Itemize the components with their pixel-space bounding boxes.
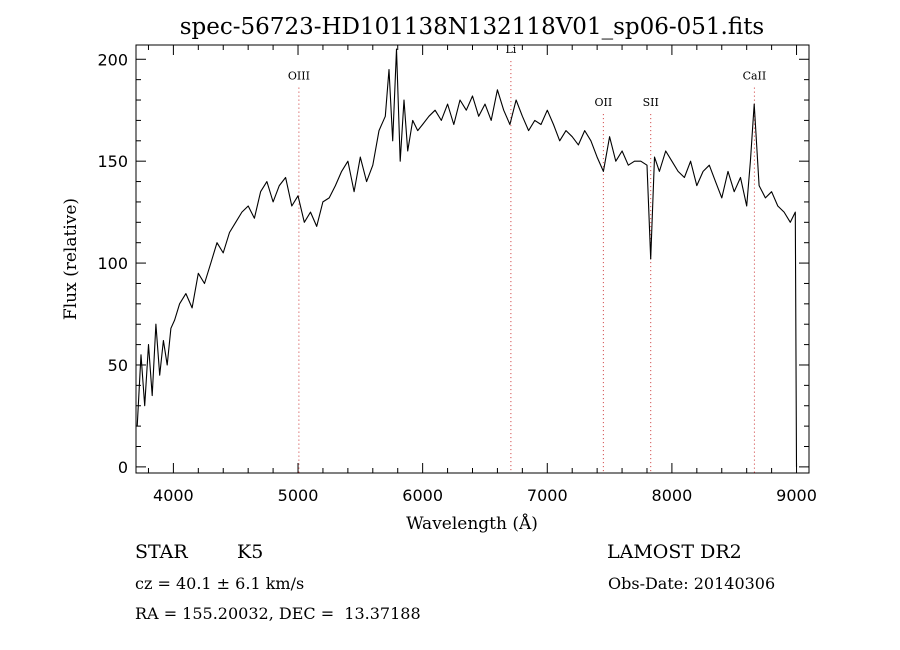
annotation-label: SII: [643, 96, 659, 109]
x-tick-label: 5000: [278, 486, 319, 505]
x-tick-label: 4000: [153, 486, 194, 505]
object-class: STAR: [135, 541, 188, 563]
x-axis-label: Wavelength (Å): [406, 513, 538, 534]
object-subclass: K5: [237, 541, 264, 563]
spectrum-line: [136, 48, 798, 467]
plot-frame: [135, 44, 810, 474]
y-tick-label: 150: [97, 152, 128, 171]
axis-ticks: 4000 5000 6000 7000 8000 9000 0 50 100 150 200: [97, 45, 817, 505]
survey-name: LAMOST DR2: [607, 541, 742, 563]
annotation-label: OII: [595, 96, 613, 109]
y-tick-label: 200: [97, 50, 128, 69]
obs-date: Obs-Date: 20140306: [608, 574, 776, 593]
x-tick-label: 7000: [527, 486, 568, 505]
x-tick-label: 8000: [652, 486, 693, 505]
y-tick-label: 100: [97, 254, 128, 273]
y-axis-label: Flux (relative): [61, 198, 81, 320]
x-tick-label: 6000: [402, 486, 443, 505]
annotation-label: OIII: [288, 70, 310, 83]
spectrum-series: [136, 48, 798, 467]
annotation-label: CaII: [743, 70, 767, 83]
x-tick-label: 9000: [776, 486, 817, 505]
annotation-label: Li: [505, 43, 516, 56]
coordinates: RA = 155.20032, DEC = 13.37188: [135, 604, 421, 623]
y-tick-label: 0: [118, 458, 128, 477]
chart-title: spec-56723-HD101138N132118V01_sp06-051.f…: [180, 14, 765, 40]
line-annotations: OIII Li OII SII CaII: [288, 43, 766, 473]
redshift-readout: cz = 40.1 ± 6.1 km/s: [135, 574, 305, 593]
y-tick-label: 50: [108, 356, 128, 375]
